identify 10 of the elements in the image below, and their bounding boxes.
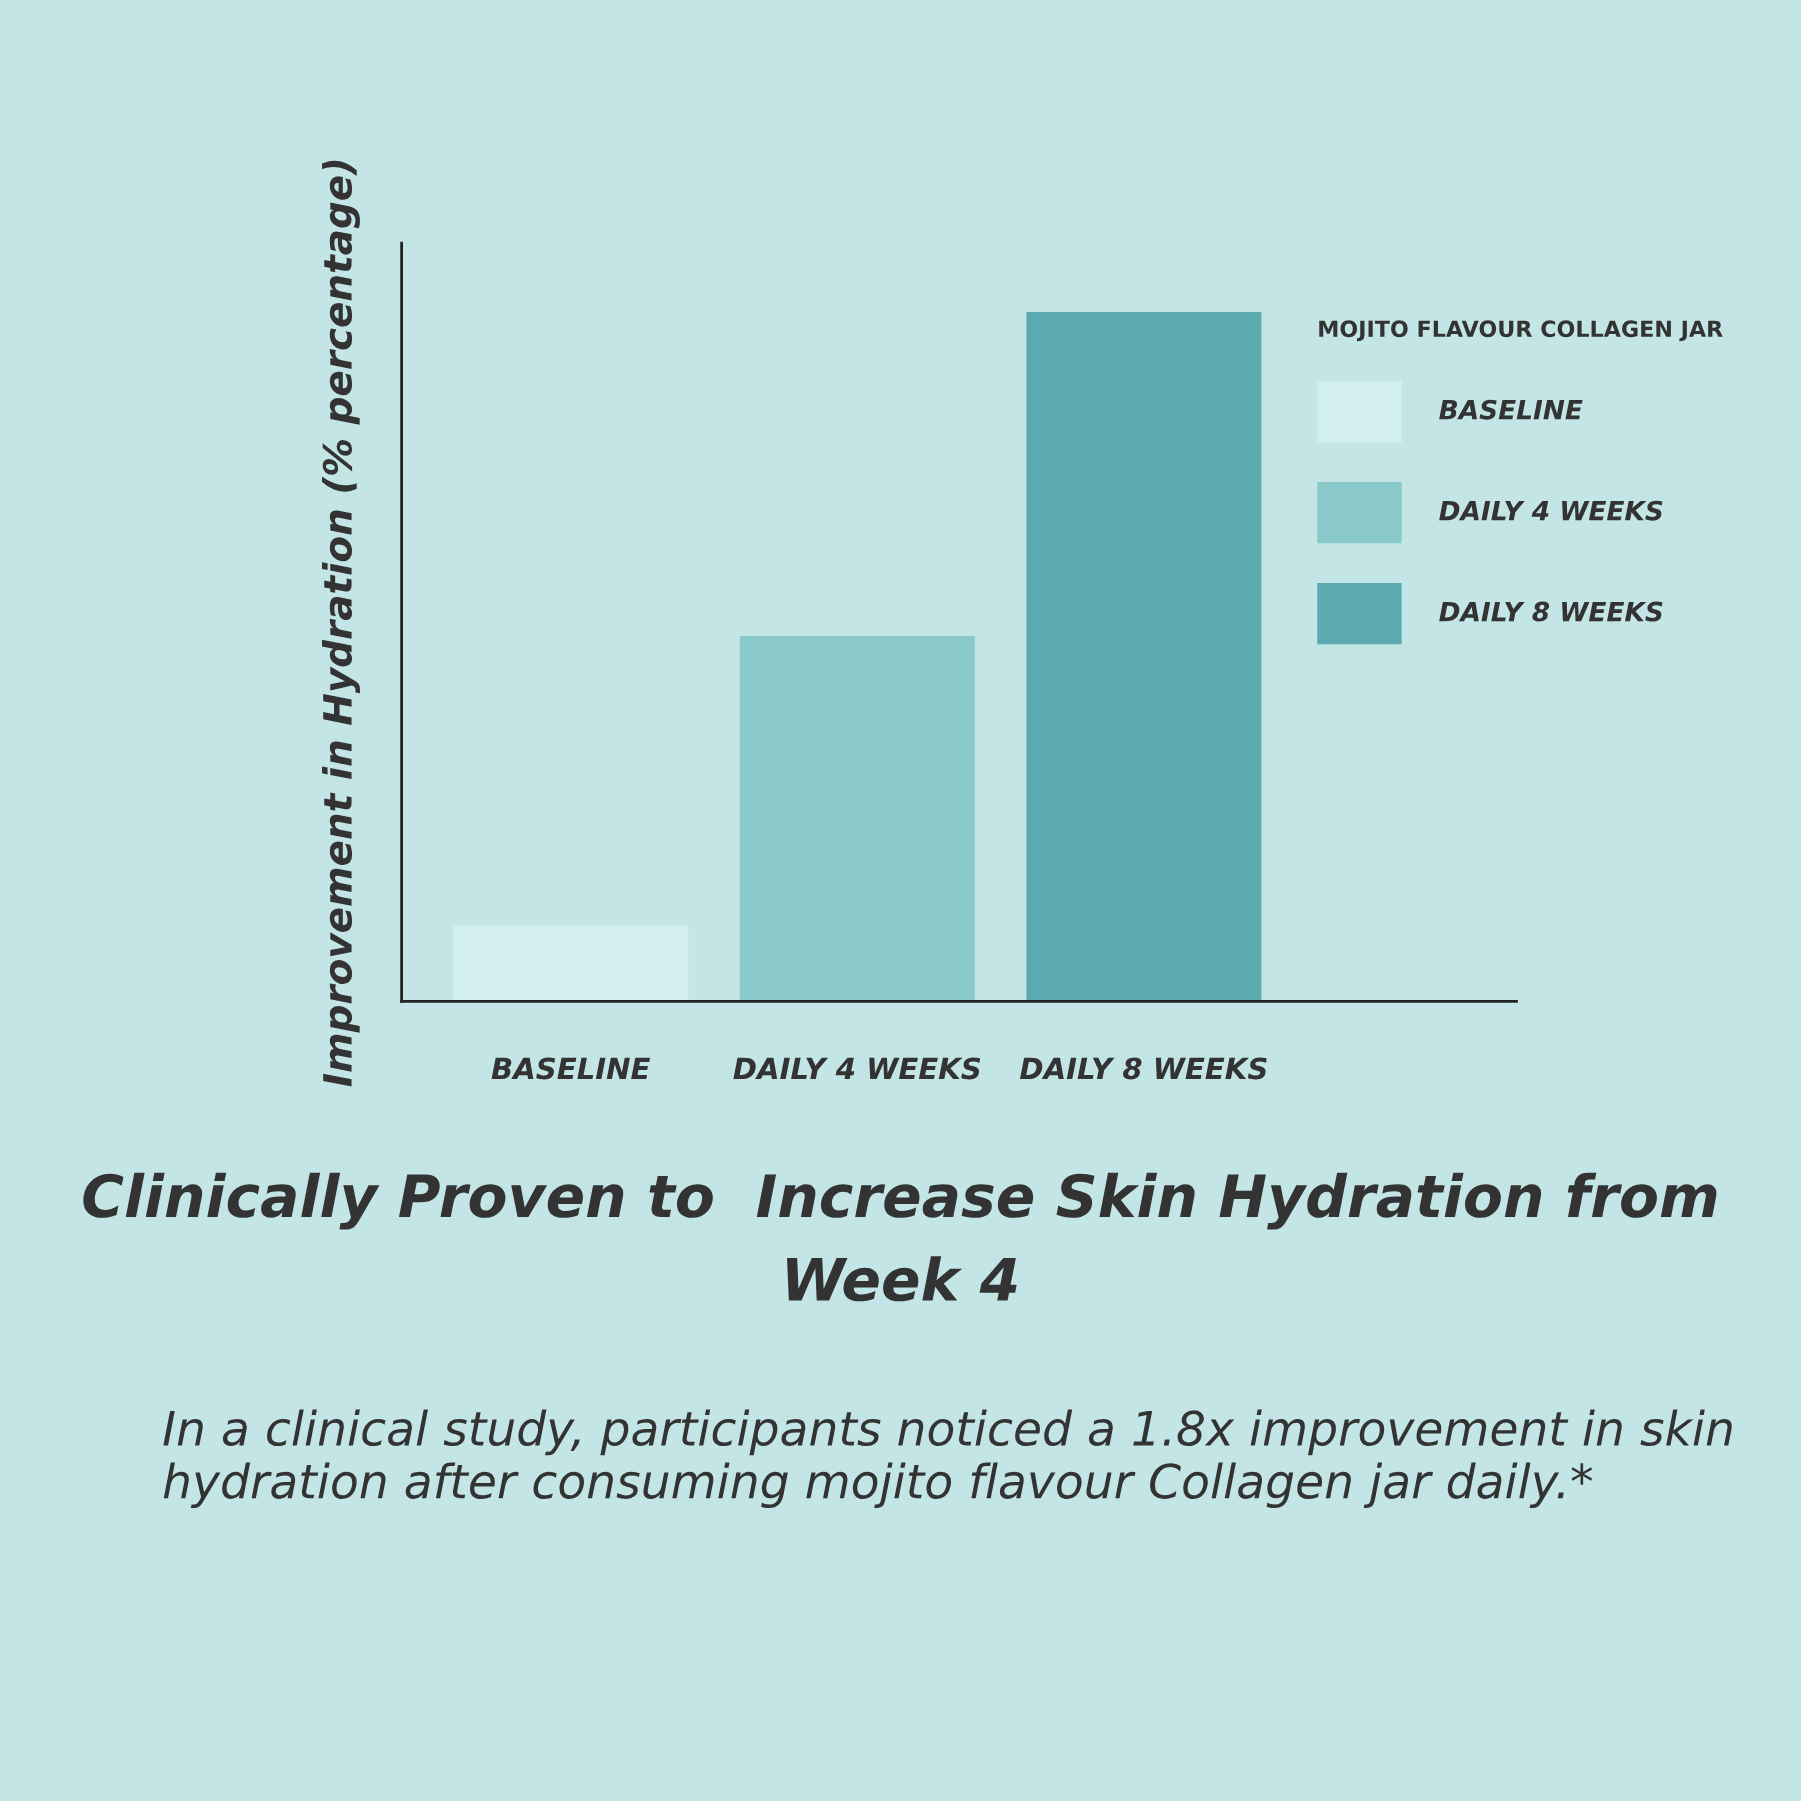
legend-label: BASELINE	[1439, 399, 1583, 420]
x-tick-label: DAILY 8 WEEKS	[1019, 1057, 1267, 1080]
x-tick-label: BASELINE	[491, 1057, 651, 1080]
text: Clinically Proven to Increase Skin Hydration from Week 4	[83, 1172, 1717, 1302]
legend-label: DAILY 4 WEEKS	[1439, 500, 1663, 521]
text: In a clinical study, participants noticed a 1.8x improvement in skin hydration after consuming mojito flavour Collagen jar daily.*	[163, 1409, 1732, 1509]
y-axis-title: Improvement in Hydration (% percentage)	[322, 160, 360, 1087]
x-tick-label: DAILY 4 WEEKS	[733, 1057, 981, 1080]
legend-title: MOJITO FLAVOUR COLLAGEN JAR	[1319, 320, 1723, 342]
legend-label: DAILY 8 WEEKS	[1439, 601, 1663, 622]
